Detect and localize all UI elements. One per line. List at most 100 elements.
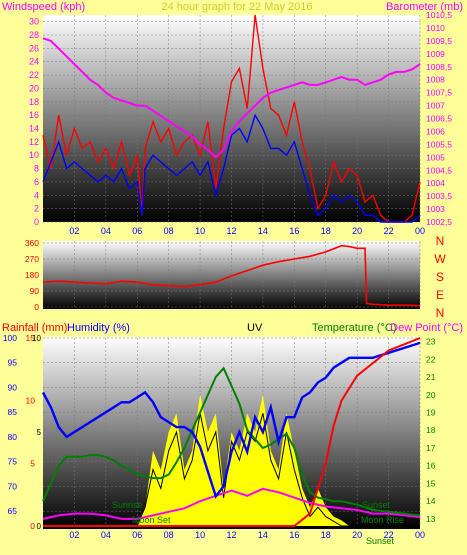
barometer-tick-1005,5: 1005,5 bbox=[426, 139, 452, 149]
wind-plot-area bbox=[43, 15, 420, 222]
windspeed-tick-0: 0 bbox=[34, 217, 39, 227]
direction-gridlines bbox=[43, 241, 421, 309]
barometer-tick-1008: 1008 bbox=[426, 75, 445, 85]
barometer-line bbox=[42, 37, 421, 159]
barometer-tick-1007: 1007 bbox=[426, 101, 445, 111]
direction-tick-0: 0 bbox=[34, 302, 39, 312]
barometer-tick-1006: 1006 bbox=[426, 126, 445, 136]
humidity-tick-90: 90 bbox=[8, 382, 18, 392]
compass-W-1: W bbox=[434, 252, 446, 266]
time-tick-14: 14 bbox=[258, 530, 268, 540]
rain-time-ticks: 02 04 06 08 10 12 14 16 18 20 22 00 bbox=[69, 530, 425, 540]
windspeed-tick-12: 12 bbox=[29, 137, 39, 147]
time-tick-18: 18 bbox=[321, 530, 331, 540]
windspeed-axis-title: Windspeed (kph) bbox=[2, 1, 85, 13]
windspeed-tick-26: 26 bbox=[29, 43, 39, 53]
temperature-tick-22: 22 bbox=[426, 354, 436, 364]
barometer-tick-1008,5: 1008,5 bbox=[426, 62, 452, 72]
uv-tick-5: 5 bbox=[37, 428, 42, 437]
temperature-tick-17: 17 bbox=[426, 443, 436, 453]
humidity-tick-75: 75 bbox=[8, 457, 18, 467]
compass-N-0: N bbox=[436, 234, 445, 248]
time-tick-14: 14 bbox=[258, 226, 268, 236]
rain-tick-5: 5 bbox=[30, 458, 35, 468]
time-tick-04: 04 bbox=[101, 226, 111, 236]
temperature-tick-21: 21 bbox=[426, 372, 436, 382]
humidity-ticks: 65 70 75 80 85 90 95 100 bbox=[3, 333, 17, 516]
uv-axis-title: UV bbox=[247, 322, 263, 334]
wind-average-line bbox=[42, 113, 421, 223]
time-tick-16: 16 bbox=[289, 530, 299, 540]
time-tick-12: 12 bbox=[226, 226, 236, 236]
windspeed-tick-20: 20 bbox=[29, 83, 39, 93]
temperature-ticks: 13 14 15 16 17 18 19 20 21 22 23 bbox=[426, 337, 436, 524]
temperature-tick-16: 16 bbox=[426, 461, 436, 471]
time-tick-20: 20 bbox=[352, 226, 362, 236]
dewpoint-axis-title: Dew Point (°C) bbox=[390, 322, 463, 334]
time-tick-06: 06 bbox=[132, 530, 142, 540]
direction-series bbox=[42, 244, 421, 307]
sunset-label: Sunset bbox=[362, 500, 391, 510]
humidity-tick-65: 65 bbox=[8, 506, 18, 516]
wind-time-ticks: 02 04 06 08 10 12 14 16 18 20 22 00 bbox=[69, 226, 425, 236]
time-tick-04: 04 bbox=[101, 530, 111, 540]
temperature-tick-13: 13 bbox=[426, 514, 436, 524]
temperature-tick-20: 20 bbox=[426, 390, 436, 400]
moonset-label: Moon Set bbox=[132, 515, 171, 525]
direction-tick-90: 90 bbox=[30, 286, 40, 296]
sunrise-label: Sunrise bbox=[112, 500, 143, 510]
barometer-tick-1005: 1005 bbox=[426, 152, 445, 162]
compass-E-3: E bbox=[436, 288, 444, 302]
time-tick-08: 08 bbox=[164, 226, 174, 236]
humidity-line bbox=[41, 341, 421, 499]
barometer-tick-1004,5: 1004,5 bbox=[426, 165, 452, 175]
time-tick-22: 22 bbox=[384, 226, 394, 236]
rain-tick-15: 15 bbox=[26, 333, 36, 343]
solar-line bbox=[43, 413, 420, 527]
temperature-tick-14: 14 bbox=[426, 496, 436, 506]
time-tick-08: 08 bbox=[164, 530, 174, 540]
barometer-tick-1010,5: 1010,5 bbox=[426, 10, 452, 20]
time-tick-18: 18 bbox=[321, 226, 331, 236]
barometer-tick-1006,5: 1006,5 bbox=[426, 114, 452, 124]
time-tick-16: 16 bbox=[289, 226, 299, 236]
temperature-tick-19: 19 bbox=[426, 407, 436, 417]
windspeed-tick-2: 2 bbox=[34, 204, 39, 214]
humidity-tick-70: 70 bbox=[8, 481, 18, 491]
time-tick-20: 20 bbox=[352, 530, 362, 540]
windspeed-tick-4: 4 bbox=[34, 190, 39, 200]
humidity-tick-80: 80 bbox=[8, 432, 18, 442]
time-tick-10: 10 bbox=[195, 226, 205, 236]
humidity-tick-95: 95 bbox=[8, 358, 18, 368]
time-tick-00: 00 bbox=[415, 530, 425, 540]
temperature-axis-title: Temperature (°C) bbox=[312, 322, 396, 334]
barometer-tick-1009: 1009 bbox=[426, 49, 445, 59]
time-tick-02: 02 bbox=[69, 226, 79, 236]
windspeed-tick-10: 10 bbox=[29, 150, 39, 160]
temperature-line bbox=[42, 366, 421, 517]
windspeed-tick-24: 24 bbox=[29, 57, 39, 67]
direction-ticks: 0 90 180 270 360 bbox=[25, 238, 39, 312]
wind-direction-line bbox=[42, 244, 421, 307]
direction-tick-180: 180 bbox=[25, 270, 39, 280]
wind-series bbox=[42, 14, 421, 223]
windspeed-tick-16: 16 bbox=[29, 110, 39, 120]
barometer-tick-1007,5: 1007,5 bbox=[426, 88, 452, 98]
sunset-bottom-label: Sunset bbox=[366, 536, 395, 546]
uv-area bbox=[43, 394, 420, 526]
direction-tick-270: 270 bbox=[25, 254, 39, 264]
barometer-tick-1009,5: 1009,5 bbox=[426, 36, 452, 46]
time-tick-12: 12 bbox=[226, 530, 236, 540]
time-tick-10: 10 bbox=[195, 530, 205, 540]
temperature-tick-15: 15 bbox=[426, 478, 436, 488]
windspeed-tick-14: 14 bbox=[29, 124, 39, 134]
temperature-tick-18: 18 bbox=[426, 425, 436, 435]
rain-axis-title: Rainfall (mm) bbox=[2, 322, 67, 334]
rainfall-line bbox=[43, 337, 421, 527]
humidity-axis-title: Humidity (%) bbox=[67, 322, 130, 334]
windspeed-tick-28: 28 bbox=[29, 30, 39, 40]
dew-point-line bbox=[42, 487, 421, 520]
rain-tick-0: 0 bbox=[30, 521, 35, 531]
wind-gridlines bbox=[43, 15, 421, 223]
